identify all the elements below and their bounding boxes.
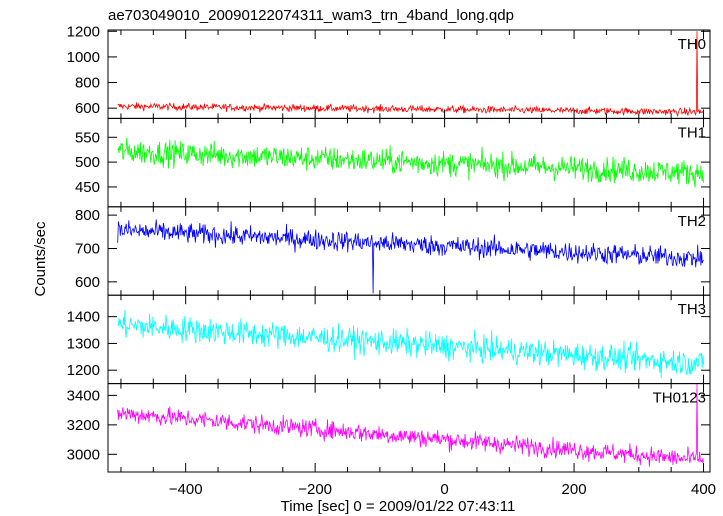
x-tick-label: 400 — [691, 481, 716, 498]
y-tick-label: 450 — [75, 179, 100, 196]
y-tick-label: 3200 — [67, 417, 100, 434]
panel-label: TH0123 — [653, 390, 706, 407]
panel-label: TH3 — [678, 301, 706, 318]
y-tick-label: 1200 — [67, 362, 100, 379]
chart-title: ae703049010_20090122074311_wam3_trn_4ban… — [108, 7, 514, 24]
y-tick-label: 600 — [75, 274, 100, 291]
panel-frame — [107, 383, 711, 473]
series-line-th3 — [117, 309, 704, 379]
y-tick-label: 800 — [75, 207, 100, 224]
x-axis: −400 −200 0 200 400 — [169, 481, 716, 498]
panel-th1: 450 500 550 TH1 — [75, 117, 711, 208]
panel-frame — [107, 294, 711, 385]
plot-panels: 600 800 1000 1200 TH0 450 500 550 TH1 600 700 800 TH… — [67, 23, 711, 473]
x-tick-label: −200 — [298, 481, 332, 498]
y-tick-label: 550 — [75, 129, 100, 146]
y-tick-label: 600 — [75, 100, 100, 117]
y-tick-label: 1200 — [67, 23, 100, 40]
y-axis-label: Counts/sec — [32, 221, 49, 297]
y-tick-label: 500 — [75, 154, 100, 171]
series-line-th0 — [117, 31, 704, 118]
x-tick-label: 200 — [562, 481, 587, 498]
y-tick-label: 1300 — [67, 335, 100, 352]
y-tick-label: 800 — [75, 75, 100, 92]
y-tick-label: 1400 — [67, 309, 100, 326]
panel-label: TH0 — [678, 36, 706, 53]
x-tick-label: −400 — [169, 481, 203, 498]
x-tick-label: 0 — [440, 481, 448, 498]
y-tick-label: 3000 — [67, 446, 100, 463]
panel-th2: 600 700 800 TH2 — [75, 206, 711, 296]
panel-frame — [107, 29, 711, 119]
panel-th0: 600 800 1000 1200 TH0 — [67, 23, 711, 119]
y-tick-label: 700 — [75, 240, 100, 257]
series-line-th1 — [117, 137, 704, 188]
y-tick-label: 1000 — [67, 49, 100, 66]
y-tick-label: 3400 — [67, 387, 100, 404]
panel-th0123: 3000 3200 3400 TH0123 — [67, 383, 711, 473]
panel-th3: 1200 1300 1400 TH3 — [67, 294, 711, 385]
series-line-th0123 — [117, 383, 704, 467]
panel-label: TH2 — [678, 213, 706, 230]
panel-label: TH1 — [678, 124, 706, 141]
x-axis-label: Time [sec] 0 = 2009/01/22 07:43:11 — [281, 498, 516, 515]
series-line-th2 — [117, 219, 704, 294]
panel-frame — [107, 117, 711, 208]
